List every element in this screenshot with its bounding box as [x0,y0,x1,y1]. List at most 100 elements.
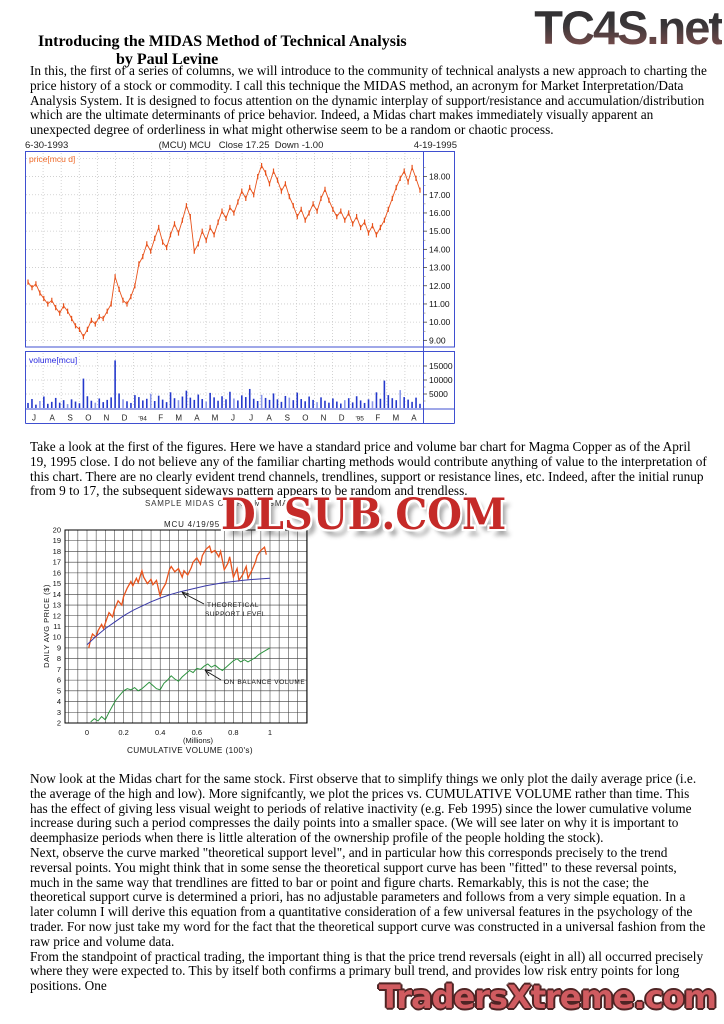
chart2-series-on-balance-volume [90,647,271,723]
svg-text:0.4: 0.4 [155,728,165,737]
svg-text:M: M [393,414,400,423]
dlsub-watermark: DLSUB.COM [221,489,507,540]
svg-text:F: F [158,414,163,423]
svg-text:N: N [321,414,327,423]
svg-text:0.8: 0.8 [228,728,238,737]
svg-text:'95: '95 [355,416,364,423]
svg-text:O: O [85,414,91,423]
svg-text:A: A [194,414,200,423]
svg-text:15: 15 [53,579,61,588]
svg-text:7: 7 [57,665,61,674]
svg-text:10000: 10000 [429,375,453,385]
chart1-header: 6-30-1993 (MCU) MCU Close 17.25 Down -1.… [25,138,457,151]
paragraph-intro: In this, the first of a series of column… [30,63,707,138]
svg-text:12: 12 [53,611,61,620]
chart2-title: SAMPLE MIDAS CHART: MAGMA [145,499,288,508]
chart1-symbol-info: (MCU) MCU Close 17.25 Down -1.00 [158,140,324,151]
paragraph-midas2: Next, observe the curve marked "theoreti… [30,844,706,949]
volume-pane-label: volume[mcu] [29,355,77,365]
svg-text:O: O [302,414,308,423]
midas-chart: SAMPLE MIDAS CHART: MAGMA MCU 4/19/95 20 19… [40,494,362,771]
svg-text:9.00: 9.00 [429,335,446,345]
svg-text:18: 18 [53,547,61,556]
chart1-month-labels: J A S O N D '94 F M A M J J A S O N D '95 F M A [32,414,417,423]
tradersxtreme-logo: TradersXtreme.com [378,978,717,1016]
paragraph-block: Now look at the Midas chart for the same… [30,771,708,994]
svg-text:M: M [175,414,182,423]
svg-text:16.00: 16.00 [429,208,451,218]
svg-text:10.00: 10.00 [429,317,451,327]
svg-text:13.00: 13.00 [429,263,451,273]
svg-text:THEORETICAL: THEORETICAL [207,602,259,609]
svg-text:13: 13 [53,601,61,610]
svg-text:D: D [339,414,345,423]
svg-text:0.2: 0.2 [118,728,128,737]
svg-text:8: 8 [57,654,61,663]
chart1-volume-bars [27,360,421,408]
svg-text:0: 0 [85,728,89,737]
svg-text:15000: 15000 [429,361,453,371]
chart2-grid [64,529,308,724]
chart2-series-daily-avg-price [88,544,267,649]
svg-text:14: 14 [53,590,61,599]
article-title: Introducing the MIDAS Method of Technica… [38,33,407,50]
svg-text:F: F [375,414,380,423]
paragraph-midas1: Now look at the Midas chart for the same… [30,771,697,846]
svg-text:11.00: 11.00 [429,299,450,309]
chart1-axis-labels: 18.00 17.00 16.00 15.00 14.00 13.00 12.00 11.00… [423,167,453,402]
svg-text:J: J [32,414,36,423]
svg-text:16: 16 [53,568,61,577]
svg-text:N: N [104,414,110,423]
svg-text:19: 19 [53,536,61,545]
tc4s-logo: TC4S.net [534,1,724,54]
svg-text:12.00: 12.00 [429,281,451,291]
svg-text:A: A [411,414,417,423]
svg-text:17: 17 [53,558,61,567]
svg-text:14.00: 14.00 [429,244,451,254]
paragraph-figure1: Take a look at the first of the figures.… [30,439,707,499]
chart1-start-date: 6-30-1993 [25,140,69,151]
svg-text:A: A [267,414,273,423]
svg-text:SUPPORT LEVEL: SUPPORT LEVEL [205,611,266,618]
svg-text:S: S [285,414,290,423]
chart1-end-date: 4-19-1995 [413,140,457,151]
svg-text:'94: '94 [138,416,147,423]
svg-text:6: 6 [57,676,61,685]
svg-text:S: S [68,414,73,423]
chart2-annotations: THEORETICAL SUPPORT LEVEL ON BALANCE VOLUM… [181,591,305,686]
article-byline: by Paul Levine [116,51,219,68]
svg-text:A: A [49,414,55,423]
price-pane-label: price[mcu d] [29,154,75,164]
chart2-ylabel: DAILY AVG PRICE ($) [42,584,51,668]
svg-text:4: 4 [57,697,61,706]
svg-text:D: D [122,414,128,423]
chart2-series-theoretical-support-level [86,577,271,646]
svg-text:18.00: 18.00 [429,172,451,182]
svg-text:17.00: 17.00 [429,190,451,200]
price-volume-chart-svg: 18.00 17.00 16.00 15.00 14.00 13.00 12.00 11.00… [25,151,455,424]
svg-text:2: 2 [57,719,61,728]
svg-text:0.6: 0.6 [192,728,202,737]
chart1-grid [26,153,422,407]
svg-text:J: J [231,414,235,423]
svg-text:10: 10 [53,633,61,642]
chart2-xlabel-millions: (Millions) [183,736,214,745]
svg-text:3: 3 [57,708,61,717]
svg-text:J: J [249,414,253,423]
paragraph-midas3: From the standpoint of practical trading… [30,948,704,994]
svg-text:9: 9 [57,643,61,652]
chart1-price-series [27,163,421,340]
svg-text:5000: 5000 [429,389,448,399]
svg-text:ON BALANCE VOLUME: ON BALANCE VOLUME [224,679,305,686]
svg-text:15.00: 15.00 [429,226,451,236]
price-volume-chart: 6-30-1993 (MCU) MCU Close 17.25 Down -1.… [25,138,457,430]
svg-text:20: 20 [53,526,61,535]
chart1-border [25,151,455,424]
svg-text:11: 11 [53,622,61,631]
chart2-subtitle: MCU 4/19/95 [164,520,220,529]
svg-text:5: 5 [57,686,61,695]
chart2-xlabel: CUMULATIVE VOLUME (100's) [127,746,253,755]
